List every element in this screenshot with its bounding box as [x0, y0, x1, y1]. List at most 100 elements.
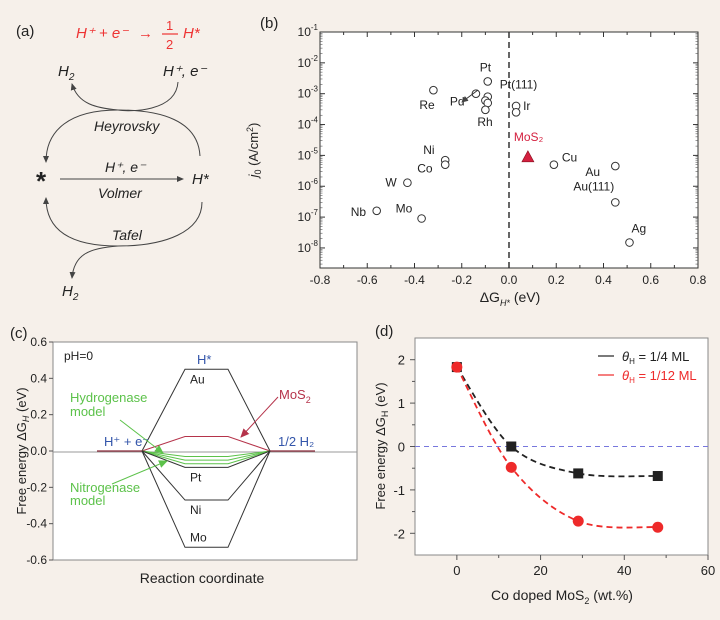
- y-axis-d: 2 1 0 -1 -2: [393, 353, 415, 541]
- hplus-top-label: H⁺, e⁻: [163, 63, 207, 80]
- equation: H⁺ + e⁻ → 1 2 H*: [76, 18, 201, 52]
- x-tick-label-b: 0.8: [690, 273, 707, 287]
- profile-pt: [141, 450, 271, 468]
- point-label: Co: [417, 162, 433, 176]
- point-label: Pt(111): [500, 78, 538, 92]
- metal-label-pt: Pt: [190, 470, 202, 484]
- y-tick-label-b: 10-1: [298, 23, 319, 39]
- nitrogenase-arrow: [111, 460, 168, 485]
- y-tick-label-d: 1: [398, 396, 405, 411]
- profile-ni: [141, 450, 271, 501]
- metal-label-ni: Ni: [190, 503, 201, 517]
- y-tick-label-d: -2: [393, 526, 405, 541]
- x-tick-label-b: -0.8: [310, 273, 331, 287]
- hydrogenase-arrow: [119, 419, 164, 454]
- profile-au: [141, 368, 271, 452]
- data-point-circle: [652, 521, 664, 533]
- point-label: Rh: [477, 115, 492, 129]
- point-label: Nb: [351, 205, 367, 219]
- x-tick-label-d: 60: [701, 563, 715, 578]
- y-tick-label-b: 10-8: [298, 239, 319, 255]
- plot-area-b: [319, 31, 699, 269]
- heyrovsky-product-arrow: [70, 81, 179, 112]
- y-axis-label-d: Free energy ΔGH (eV): [373, 382, 390, 509]
- panel-label-d: (d): [375, 323, 393, 340]
- data-point-ag: [625, 238, 634, 247]
- point-label: Ir: [523, 99, 530, 113]
- y-tick-label-c: -0.2: [26, 480, 47, 494]
- star-label: *: [36, 166, 47, 196]
- data-point-square: [573, 468, 584, 479]
- metal-labels-c: Au Pt Ni Mo: [190, 372, 207, 544]
- nitrogenase-label-2: model: [70, 493, 106, 508]
- y-axis-c: 0.6 0.4 0.2 0.0 -0.2 -0.4 -0.6: [26, 335, 53, 567]
- data-point-circle: [505, 461, 517, 473]
- profile-mos-: [141, 435, 271, 452]
- point-label: Cu: [562, 151, 577, 165]
- h-star-label: H*: [192, 171, 210, 188]
- y-tick-label-b: 10-2: [298, 54, 319, 70]
- energy-profiles-c: [97, 368, 315, 548]
- panel-b: (b) 10-1 10-2 10-3 10-4 10-5 10-6 10-7 10-8 -0.…: [245, 15, 707, 308]
- x-tick-label-b: 0.0: [501, 273, 518, 287]
- y-tick-label-b: 10-6: [298, 177, 319, 193]
- hydrogenase-label-1: Hydrogenase: [70, 390, 147, 405]
- x-axis-d: 0 20 40 60: [453, 555, 715, 578]
- y-tick-label-c: 0.2: [30, 408, 47, 422]
- point-label: Au: [585, 165, 600, 179]
- x-axis-label-b: ΔGH* (eV): [480, 289, 541, 308]
- h2-bottom-label: H2: [62, 283, 79, 303]
- h2-top-label: H2: [58, 63, 75, 83]
- y-tick-label-d: 2: [398, 353, 405, 368]
- mos2-label-c: MoS2: [279, 387, 311, 405]
- x-tick-label-d: 20: [533, 563, 547, 578]
- state-final-label: 1/2 H₂: [278, 434, 314, 449]
- panel-a: (a) H⁺ + e⁻ → 1 2 H* H2 H⁺, e⁻ Heyrovsky…: [16, 18, 210, 303]
- heyrovsky-label: Heyrovsky: [94, 118, 160, 134]
- data-point-square: [652, 471, 663, 482]
- series-line-1: [456, 366, 658, 478]
- series-d: [451, 361, 664, 533]
- x-tick-label-b: 0.6: [642, 273, 659, 287]
- y-tick-label-c: 0.6: [30, 335, 47, 349]
- legend-label-2: θH = 1/12 ML: [622, 368, 697, 385]
- equation-left: H⁺ + e⁻: [76, 25, 129, 42]
- point-label: Ni: [423, 143, 434, 157]
- x-tick-label-b: 0.2: [548, 273, 565, 287]
- equation-denominator: 2: [166, 37, 173, 52]
- equation-numerator: 1: [166, 18, 173, 33]
- y-axis-label-b: j0 (A/cm2): [245, 123, 263, 180]
- panel-label-b: (b): [260, 15, 278, 32]
- panel-c: (c) 0.6 0.4 0.2 0.0 -0.2 -0.4 -0.6 pH=0 H⁺ + e…: [10, 325, 358, 586]
- x-tick-label-b: -0.2: [451, 273, 472, 287]
- y-tick-label-c: -0.4: [26, 517, 47, 531]
- profile-green-2: [141, 450, 271, 461]
- point-label: Re: [419, 98, 435, 112]
- data-point-rh: [481, 105, 490, 115]
- y-tick-label-c: -0.6: [26, 553, 47, 567]
- equation-arrow: →: [138, 25, 153, 42]
- y-tick-label-c: 0.0: [30, 444, 47, 458]
- profile-mo: [141, 450, 271, 548]
- x-tick-label-b: 0.4: [595, 273, 612, 287]
- y-tick-label-d: -1: [393, 483, 405, 498]
- data-point-au111: [611, 198, 620, 207]
- equation-right: H*: [183, 25, 201, 42]
- x-axis-label-c: Reaction coordinate: [140, 570, 265, 586]
- tafel-product-arrow: [69, 245, 119, 279]
- state-intermediate-label: H*: [197, 352, 211, 367]
- pt111-pointer-arrow: [461, 89, 479, 103]
- point-label: Au(111): [573, 179, 614, 193]
- hydrogenase-label-2: model: [70, 404, 106, 419]
- panel-d: (d) 2 1 0 -1 -2 0 20 40 60 θH = 1/4 ML θH = 1/1…: [373, 323, 715, 606]
- y-axis-label-c: Free energy ΔGH (eV): [14, 387, 31, 514]
- x-axis-label-d: Co doped MoS2 (wt.%): [491, 587, 633, 606]
- data-point-unlabeled: [511, 107, 521, 117]
- data-point-cu: [549, 160, 559, 169]
- mos2-arrow-c: [240, 396, 279, 438]
- data-point-co: [440, 160, 450, 169]
- y-tick-label-b: 10-3: [298, 85, 319, 101]
- tafel-label: Tafel: [112, 227, 143, 243]
- data-point-circle: [572, 515, 584, 527]
- metal-label-au: Au: [190, 372, 205, 386]
